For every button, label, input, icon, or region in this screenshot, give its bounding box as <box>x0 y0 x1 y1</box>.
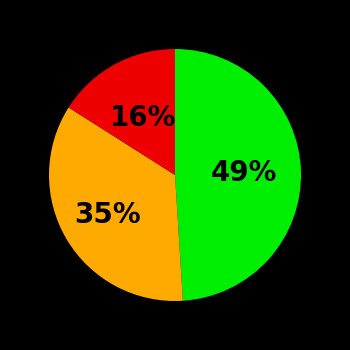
Text: 16%: 16% <box>110 104 177 132</box>
Wedge shape <box>49 107 183 301</box>
Wedge shape <box>175 49 301 301</box>
Text: 35%: 35% <box>75 201 141 229</box>
Wedge shape <box>69 49 175 175</box>
Text: 49%: 49% <box>211 159 278 187</box>
